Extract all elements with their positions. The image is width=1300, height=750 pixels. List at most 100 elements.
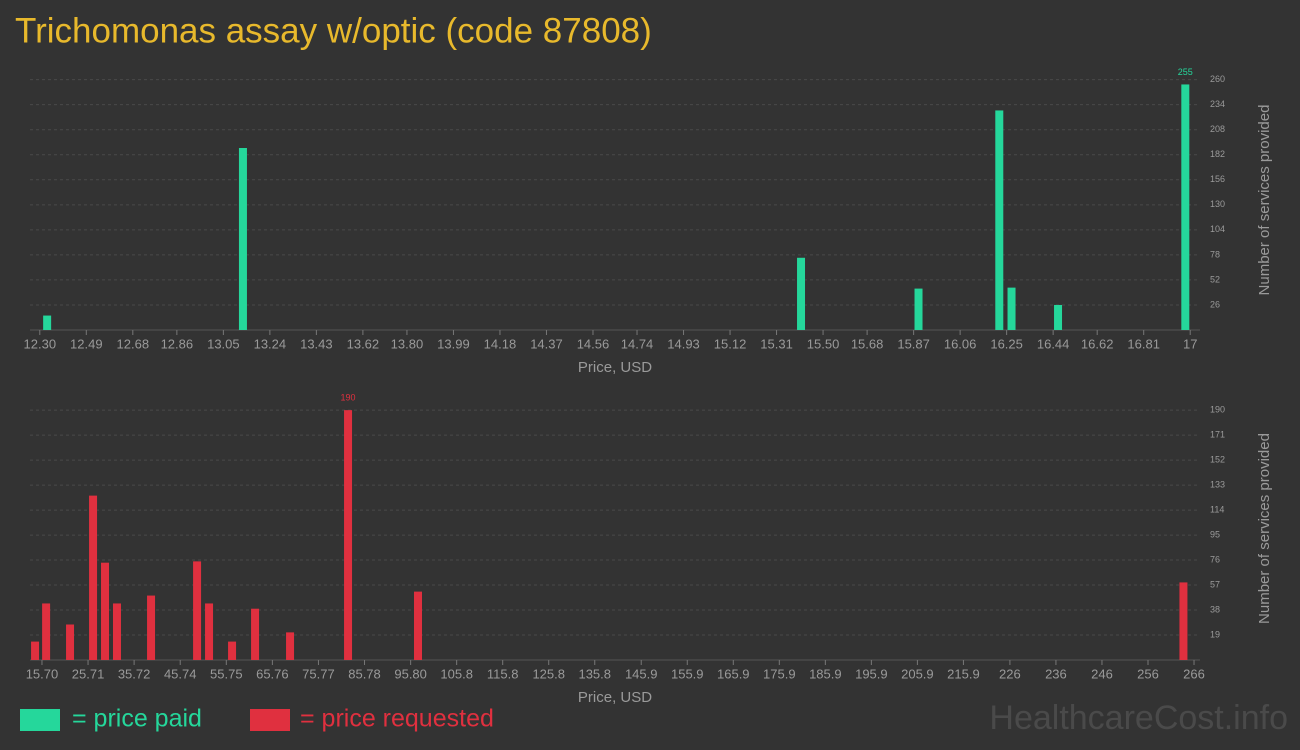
legend-swatch: [20, 709, 60, 731]
x-tick-label: 12.49: [70, 336, 103, 351]
x-tick-label: 246: [1091, 666, 1113, 681]
value-label: 190: [341, 393, 356, 403]
x-axis-label: Price, USD: [578, 359, 652, 376]
x-tick-label: 15.87: [897, 336, 930, 351]
legend-label: = price paid: [72, 705, 202, 733]
x-tick-label: 14.18: [484, 336, 517, 351]
x-tick-label: 105.8: [440, 666, 473, 681]
y-tick-label: 190: [1210, 405, 1225, 415]
bar: [1179, 582, 1188, 660]
bar: [42, 603, 51, 660]
bar: [1054, 304, 1063, 330]
y-tick-label: 208: [1210, 124, 1225, 134]
legend-swatch: [250, 709, 290, 731]
y-tick-label: 114: [1210, 504, 1224, 514]
x-tick-label: 195.9: [855, 666, 888, 681]
bar: [66, 624, 75, 660]
bar: [797, 257, 806, 330]
y-tick-label: 171: [1210, 430, 1225, 440]
x-tick-label: 14.37: [530, 336, 563, 351]
x-tick-label: 25.71: [72, 666, 105, 681]
y-tick-label: 52: [1210, 274, 1220, 284]
y-tick-label: 130: [1210, 199, 1225, 209]
x-tick-label: 155.9: [671, 666, 704, 681]
x-tick-label: 12.86: [161, 336, 194, 351]
bar: [101, 562, 110, 660]
bar: [414, 591, 423, 660]
x-tick-label: 15.12: [714, 336, 747, 351]
x-tick-label: 13.43: [300, 336, 333, 351]
x-tick-label: 15.68: [851, 336, 884, 351]
y-tick-label: 78: [1210, 249, 1220, 259]
bar: [914, 288, 923, 330]
x-tick-label: 13.05: [207, 336, 240, 351]
x-tick-label: 16.06: [944, 336, 977, 351]
bar: [112, 603, 121, 660]
y-tick-label: 260: [1210, 74, 1225, 84]
bar: [251, 608, 260, 660]
x-tick-label: 35.72: [118, 666, 151, 681]
x-tick-label: 175.9: [763, 666, 796, 681]
x-tick-label: 256: [1137, 666, 1159, 681]
x-tick-label: 226: [999, 666, 1021, 681]
y-tick-label: 76: [1210, 554, 1220, 564]
y-tick-label: 57: [1210, 579, 1220, 589]
x-tick-label: 13.80: [391, 336, 424, 351]
x-tick-label: 16.25: [990, 336, 1023, 351]
x-tick-label: 13.24: [254, 336, 287, 351]
x-tick-label: 215.9: [947, 666, 980, 681]
bar: [43, 315, 52, 330]
x-tick-label: 185.9: [809, 666, 842, 681]
x-tick-label: 12.30: [24, 336, 57, 351]
y-tick-label: 19: [1210, 629, 1220, 639]
x-tick-label: 15.50: [807, 336, 840, 351]
value-label: 255: [1178, 67, 1193, 77]
bar: [344, 410, 353, 660]
y-tick-label: 234: [1210, 99, 1225, 109]
x-tick-label: 15.31: [760, 336, 793, 351]
x-axis-label: Price, USD: [578, 689, 652, 706]
y-tick-label: 156: [1210, 174, 1225, 184]
y-tick-label: 133: [1210, 479, 1225, 489]
x-tick-label: 95.80: [394, 666, 427, 681]
y-tick-label: 95: [1210, 529, 1220, 539]
y-axis-label: Number of services provided: [1256, 105, 1273, 296]
chart-title: Trichomonas assay w/optic (code 87808): [15, 11, 652, 50]
x-tick-label: 236: [1045, 666, 1067, 681]
y-axis-label: Number of services provided: [1256, 433, 1273, 624]
x-tick-label: 115.8: [487, 666, 519, 681]
x-tick-label: 14.74: [621, 336, 654, 351]
bar: [147, 595, 156, 660]
x-tick-label: 145.9: [625, 666, 658, 681]
x-tick-label: 135.8: [578, 666, 611, 681]
x-tick-label: 15.70: [26, 666, 59, 681]
x-tick-label: 12.68: [117, 336, 150, 351]
bar: [205, 603, 214, 660]
x-tick-label: 16.44: [1037, 336, 1070, 351]
x-tick-label: 75.77: [302, 666, 335, 681]
bar: [31, 641, 40, 660]
x-tick-label: 165.9: [717, 666, 750, 681]
bar: [1181, 84, 1190, 330]
watermark: HealthcareCost.info: [989, 699, 1288, 737]
x-tick-label: 65.76: [256, 666, 289, 681]
x-tick-label: 14.56: [577, 336, 610, 351]
x-tick-label: 13.99: [437, 336, 470, 351]
bar: [1007, 287, 1016, 330]
x-tick-label: 17: [1183, 336, 1197, 351]
x-tick-label: 85.78: [348, 666, 381, 681]
x-tick-label: 55.75: [210, 666, 243, 681]
x-tick-label: 16.81: [1127, 336, 1160, 351]
x-tick-label: 45.74: [164, 666, 197, 681]
x-tick-label: 16.62: [1081, 336, 1114, 351]
legend-label: = price requested: [300, 705, 494, 733]
bar: [193, 561, 202, 660]
bar: [286, 632, 295, 660]
bar: [228, 641, 237, 660]
bar: [89, 495, 98, 660]
y-tick-label: 182: [1210, 149, 1225, 159]
x-tick-label: 125.8: [532, 666, 565, 681]
y-tick-label: 104: [1210, 224, 1225, 234]
